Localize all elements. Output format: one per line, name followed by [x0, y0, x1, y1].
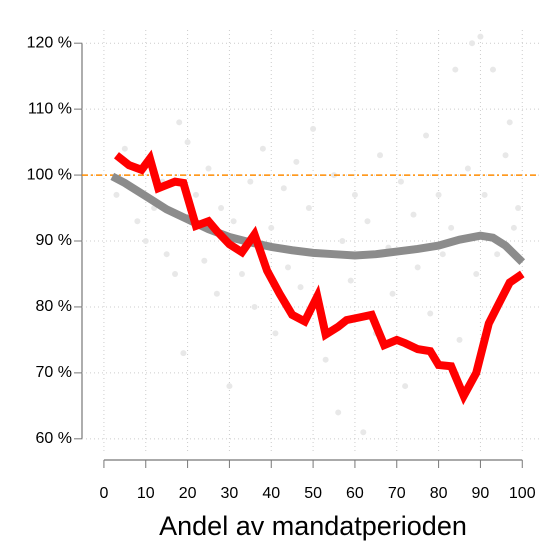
y-tick-label: 110 %	[28, 100, 72, 117]
scatter-point	[464, 165, 471, 172]
scatter-point	[515, 205, 522, 212]
scatter-point	[481, 191, 488, 198]
scatter-point	[448, 224, 455, 231]
scatter-point	[134, 218, 141, 225]
x-tick-label: 30	[221, 485, 239, 502]
x-tick-label: 20	[179, 485, 197, 502]
y-tick-label: 60 %	[36, 430, 72, 447]
scatter-point	[414, 264, 421, 271]
scatter-point	[213, 290, 220, 297]
y-tick-label: 100 %	[27, 166, 72, 183]
scatter-point	[439, 251, 446, 258]
x-tick-label: 80	[430, 485, 448, 502]
scatter-point	[163, 251, 170, 258]
scatter-point	[305, 205, 312, 212]
scatter-point	[218, 205, 225, 212]
scatter-point	[389, 290, 396, 297]
scatter-point	[268, 224, 275, 231]
scatter-point	[510, 224, 517, 231]
scatter-point	[397, 178, 404, 185]
scatter-point	[502, 152, 509, 159]
scatter-point	[335, 409, 342, 416]
scatter-point	[226, 383, 233, 390]
line	[113, 149, 525, 406]
scatter-point	[322, 356, 329, 363]
x-tick-label: 0	[99, 485, 108, 502]
scatter-point	[489, 66, 496, 73]
x-tick-label: 10	[137, 485, 155, 502]
scatter-point	[427, 310, 434, 317]
scatter-point	[410, 211, 417, 218]
scatter-point	[201, 257, 208, 264]
x-tick-label: 60	[346, 485, 364, 502]
scatter-point	[402, 383, 409, 390]
scatter-point	[477, 33, 484, 40]
scatter-point	[473, 270, 480, 277]
x-tick-label: 40	[262, 485, 280, 502]
scatter-point	[142, 238, 149, 244]
scatter-point	[238, 270, 245, 277]
scatter-point	[113, 191, 120, 198]
scatter-point	[259, 145, 266, 152]
scatter-point	[192, 191, 199, 198]
scatter-point	[180, 350, 187, 357]
scatter-point	[452, 66, 459, 73]
scatter-point	[377, 152, 384, 159]
scatter-point	[456, 336, 463, 343]
scatter-point	[351, 191, 358, 198]
scatter-point	[172, 270, 179, 277]
line	[110, 172, 526, 265]
y-tick-label: 80 %	[36, 298, 72, 315]
y-tick-label: 70 %	[36, 364, 72, 381]
scatter-point	[347, 277, 354, 284]
scatter-point	[423, 132, 430, 139]
x-tick-label: 70	[388, 485, 406, 502]
scatter-point	[297, 284, 304, 291]
scatter-point	[284, 264, 291, 271]
scatter-point	[121, 145, 128, 152]
scatter-point	[360, 429, 367, 436]
y-tick-label: 90 %	[36, 232, 72, 249]
scatter-point	[293, 158, 300, 165]
scatter-point	[494, 251, 501, 258]
scatter-point	[506, 119, 513, 126]
scatter-point	[251, 303, 258, 310]
scatter-point	[184, 139, 191, 146]
scatter-point	[247, 178, 254, 185]
scatter-point	[230, 218, 237, 225]
scatter-point	[339, 238, 346, 244]
x-tick-label: 100	[509, 485, 536, 502]
x-tick-label: 90	[472, 485, 490, 502]
scatter-point	[280, 185, 287, 192]
scatter-point	[272, 330, 279, 337]
y-tick-label: 120 %	[27, 34, 72, 51]
scatter-point	[469, 40, 476, 47]
scatter-point	[364, 218, 371, 225]
scatter-point	[435, 191, 442, 198]
x-axis-label: Andel av mandatperioden	[159, 511, 467, 541]
scatter-point	[310, 125, 317, 132]
scatter-point	[176, 119, 183, 126]
x-tick-label: 50	[304, 485, 322, 502]
scatter-point	[205, 165, 212, 172]
